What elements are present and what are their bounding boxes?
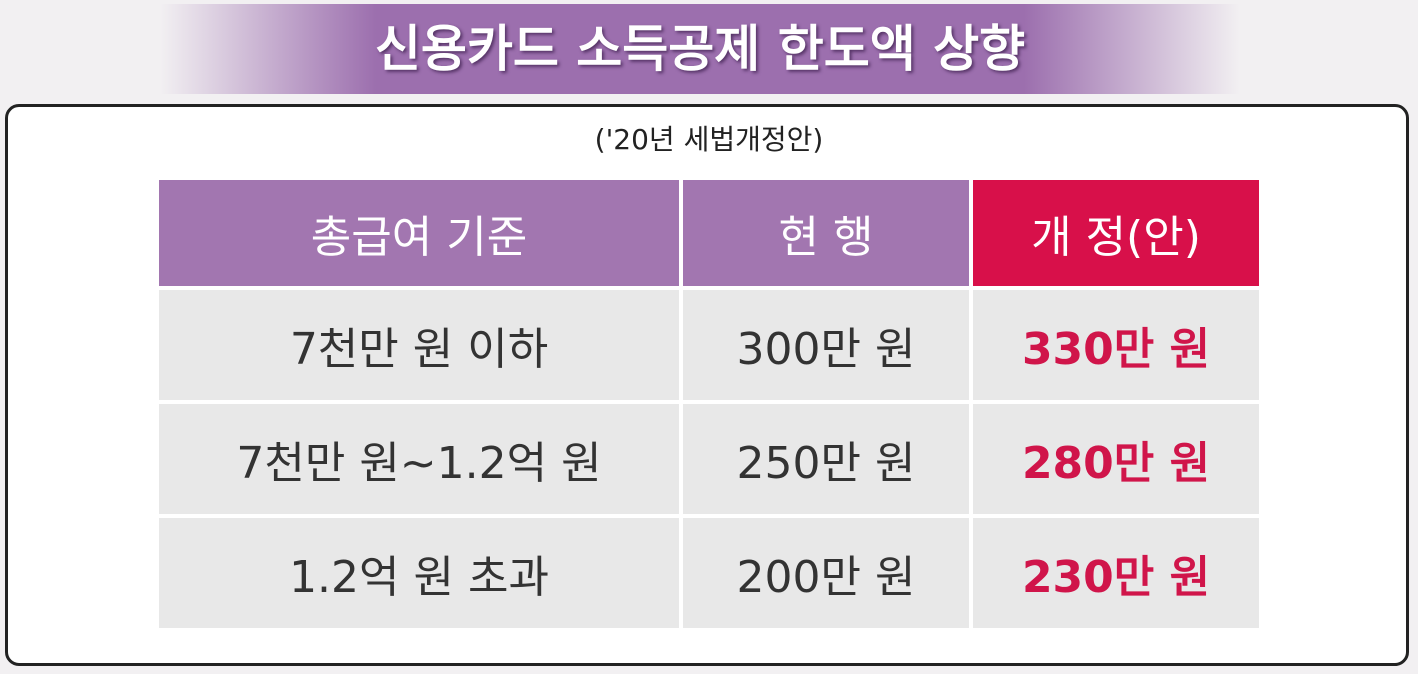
cell: 200만 원 <box>683 518 969 628</box>
header-cell: 현 행 <box>683 180 969 286</box>
cell: 330만 원 <box>973 290 1259 400</box>
title: 신용카드 소득공제 한도액 상향 <box>160 4 1240 94</box>
cell: 230만 원 <box>973 518 1259 628</box>
cell: 7천만 원~1.2억 원 <box>159 404 679 514</box>
cell: 7천만 원 이하 <box>159 290 679 400</box>
header-cell: 총급여 기준 <box>159 180 679 286</box>
cell: 1.2억 원 초과 <box>159 518 679 628</box>
subtitle: ('20년 세법개정안) <box>594 123 824 156</box>
cell: 250만 원 <box>683 404 969 514</box>
header-cell: 개 정(안) <box>973 180 1259 286</box>
cell: 300만 원 <box>683 290 969 400</box>
cell: 280만 원 <box>973 404 1259 514</box>
table: 총급여 기준 현 행 개 정(안) 7천만 원 이하 300만 원 330만 원… <box>155 176 1263 632</box>
